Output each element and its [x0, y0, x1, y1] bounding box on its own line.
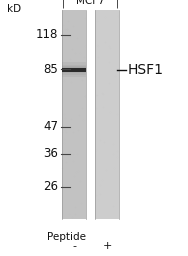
Text: MCF7: MCF7 [76, 0, 105, 6]
Text: +: + [102, 241, 112, 251]
Text: |: | [61, 0, 65, 8]
Text: -: - [72, 241, 76, 251]
Text: 36: 36 [43, 147, 58, 160]
Bar [62, 10, 86, 219]
Bar [95, 10, 119, 219]
Text: 85: 85 [44, 63, 58, 76]
Text: |: | [116, 0, 119, 8]
Text: 47: 47 [43, 120, 58, 133]
Text: kD: kD [7, 4, 21, 14]
Text: 118: 118 [36, 28, 58, 41]
Text: Peptide: Peptide [47, 232, 86, 242]
Text: HSF1: HSF1 [128, 63, 164, 77]
Text: 26: 26 [43, 180, 58, 193]
